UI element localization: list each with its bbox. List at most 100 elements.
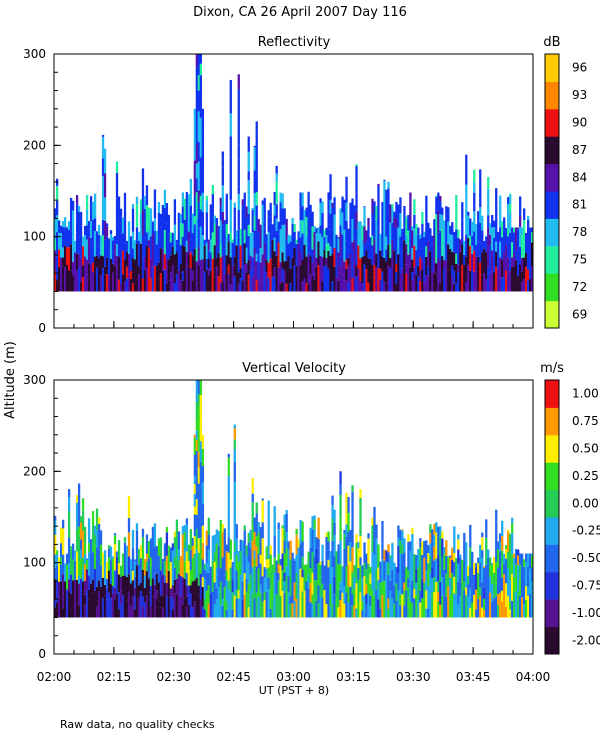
reflectivity-cell — [271, 230, 274, 240]
reflectivity-cell — [341, 234, 344, 258]
reflectivity-cell — [145, 205, 149, 233]
velocity-cell — [291, 552, 294, 564]
velocity-cell — [307, 606, 310, 618]
velocity-cell — [197, 552, 200, 565]
reflectivity-cell — [507, 197, 510, 205]
velocity-cell — [173, 593, 177, 618]
velocity-cell — [135, 591, 139, 618]
reflectivity-column — [395, 201, 398, 292]
reflectivity-cell — [123, 219, 127, 244]
velocity-cell — [357, 568, 360, 580]
velocity-cell — [235, 555, 238, 571]
reflectivity-cell — [329, 177, 332, 200]
velocity-column — [101, 552, 105, 618]
reflectivity-cell — [411, 259, 414, 273]
reflectivity-cell — [445, 260, 448, 269]
velocity-cell — [191, 557, 195, 582]
reflectivity-cell — [181, 223, 185, 237]
reflectivity-column — [475, 224, 478, 292]
velocity-cell — [307, 588, 310, 607]
reflectivity-cell — [61, 247, 65, 258]
velocity-cell — [257, 596, 260, 618]
velocity-cell — [507, 529, 510, 532]
velocity-column — [295, 528, 298, 618]
reflectivity-cell — [319, 198, 322, 203]
velocity-cell — [513, 553, 516, 558]
velocity-cell — [123, 537, 127, 543]
velocity-column — [471, 551, 474, 618]
reflectivity-column — [253, 145, 256, 292]
reflectivity-cell — [201, 108, 204, 134]
reflectivity-cell — [159, 227, 163, 237]
reflectivity-cell — [209, 218, 212, 240]
reflectivity-cell — [443, 267, 446, 280]
reflectivity-cell — [187, 195, 191, 208]
velocity-column — [435, 522, 438, 618]
reflectivity-cell — [85, 225, 89, 240]
velocity-cell — [77, 547, 81, 563]
velocity-cell — [141, 548, 145, 570]
reflectivity-column — [105, 223, 109, 292]
velocity-cell — [85, 569, 89, 591]
reflectivity-cell — [211, 216, 214, 233]
velocity-cell — [71, 543, 75, 560]
reflectivity-cell — [327, 243, 330, 252]
velocity-column — [377, 544, 380, 618]
velocity-cell — [67, 497, 71, 512]
velocity-cell — [407, 578, 410, 588]
reflectivity-cell — [485, 236, 488, 253]
velocity-cell — [391, 569, 394, 578]
velocity-cell — [75, 551, 79, 566]
reflectivity-cell — [95, 267, 99, 292]
velocity-cell — [461, 590, 464, 618]
reflectivity-cell — [259, 282, 262, 292]
reflectivity-cell — [479, 207, 482, 215]
reflectivity-cell — [525, 252, 528, 267]
velocity-cell — [319, 577, 322, 596]
velocity-cell — [407, 534, 410, 542]
velocity-cell — [211, 546, 214, 561]
reflectivity-cell — [401, 231, 404, 246]
reflectivity-cell — [185, 205, 189, 217]
velocity-cell — [171, 609, 175, 618]
velocity-cell — [269, 608, 272, 618]
velocity-cell — [457, 581, 460, 605]
velocity-cell — [517, 591, 520, 618]
reflectivity-cell — [223, 273, 226, 282]
reflectivity-cell — [313, 232, 316, 254]
velocity-column — [391, 542, 394, 618]
reflectivity-cell — [485, 279, 488, 292]
velocity-cell — [181, 577, 185, 592]
velocity-cell — [415, 555, 418, 569]
reflectivity-cell — [145, 245, 149, 268]
reflectivity-cell — [425, 246, 428, 257]
reflectivity-cell — [333, 266, 336, 279]
reflectivity-cell — [203, 245, 206, 272]
velocity-cell — [67, 537, 71, 564]
reflectivity-column — [343, 199, 346, 292]
reflectivity-column — [435, 195, 438, 292]
velocity-cell — [479, 563, 482, 588]
velocity-column — [491, 563, 494, 618]
reflectivity-cell — [305, 283, 308, 292]
velocity-cell — [343, 548, 346, 564]
velocity-cell — [197, 595, 200, 618]
velocity-cell — [127, 591, 131, 618]
reflectivity-cell — [309, 204, 312, 214]
reflectivity-cell — [433, 219, 436, 235]
velocity-cell — [315, 601, 318, 618]
velocity-cell — [259, 563, 262, 585]
velocity-cell — [249, 529, 252, 549]
velocity-cell — [425, 590, 428, 609]
reflectivity-cell — [57, 221, 61, 233]
reflectivity-cell — [193, 133, 197, 161]
velocity-column — [511, 517, 514, 618]
velocity-cell — [199, 547, 202, 575]
velocity-column — [143, 559, 147, 618]
velocity-column — [431, 529, 434, 618]
velocity-column — [441, 531, 444, 618]
velocity-cell — [255, 536, 258, 547]
reflectivity-cell — [313, 280, 316, 292]
velocity-cell — [387, 562, 390, 575]
velocity-column — [249, 529, 252, 618]
